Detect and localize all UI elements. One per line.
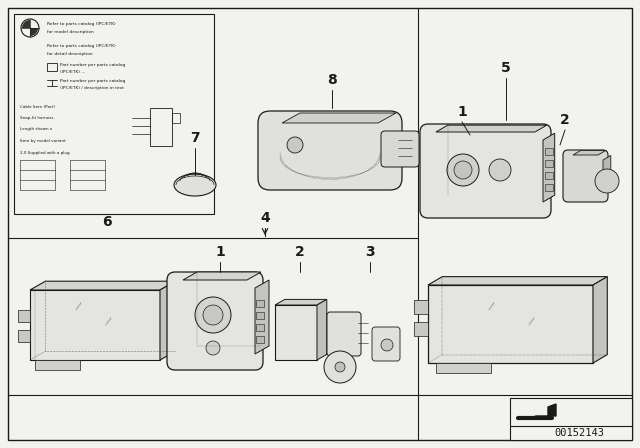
- Text: 3: 3: [365, 245, 375, 259]
- FancyBboxPatch shape: [167, 272, 263, 370]
- Bar: [150, 108, 172, 146]
- FancyBboxPatch shape: [420, 124, 551, 218]
- Polygon shape: [436, 125, 547, 132]
- Polygon shape: [255, 280, 269, 354]
- Polygon shape: [528, 404, 556, 419]
- Circle shape: [287, 137, 303, 153]
- Circle shape: [324, 351, 356, 383]
- Bar: [172, 113, 180, 123]
- Text: for model description: for model description: [47, 30, 93, 34]
- Text: 2: 2: [295, 245, 305, 259]
- Polygon shape: [30, 290, 160, 360]
- Text: 8: 8: [327, 73, 337, 87]
- Text: /: /: [528, 316, 534, 327]
- Polygon shape: [428, 276, 607, 285]
- Text: /: /: [105, 316, 111, 327]
- Polygon shape: [543, 133, 555, 202]
- Text: 2.0 Supplied with a plug: 2.0 Supplied with a plug: [20, 151, 70, 155]
- Text: Snap-fit harness: Snap-fit harness: [20, 116, 54, 120]
- Bar: [18, 310, 30, 322]
- Bar: [47, 63, 57, 71]
- Polygon shape: [160, 281, 175, 360]
- Text: 1: 1: [215, 245, 225, 259]
- Text: Refer to parts catalog (IPC/ETK): Refer to parts catalog (IPC/ETK): [47, 22, 116, 26]
- Bar: [14, 14, 214, 214]
- FancyBboxPatch shape: [372, 327, 400, 361]
- Text: Cable Item (Part): Cable Item (Part): [20, 105, 55, 109]
- Text: 2: 2: [560, 113, 570, 127]
- Bar: [256, 312, 264, 319]
- Bar: [545, 172, 553, 179]
- Text: 1: 1: [457, 105, 467, 119]
- Bar: [256, 336, 264, 343]
- Ellipse shape: [174, 174, 216, 196]
- Text: 4: 4: [260, 211, 270, 225]
- Bar: [545, 148, 553, 155]
- Text: /: /: [75, 302, 81, 312]
- Text: 6: 6: [102, 215, 112, 229]
- Text: 5: 5: [501, 61, 511, 75]
- Circle shape: [595, 169, 619, 193]
- Bar: [414, 322, 428, 336]
- Polygon shape: [183, 272, 261, 280]
- Polygon shape: [30, 281, 175, 290]
- Text: Length shown x: Length shown x: [20, 127, 52, 131]
- Text: 00152143: 00152143: [554, 428, 604, 438]
- Bar: [18, 330, 30, 342]
- Wedge shape: [22, 20, 30, 28]
- Circle shape: [195, 297, 231, 333]
- Bar: [256, 300, 264, 307]
- Polygon shape: [603, 155, 611, 192]
- Circle shape: [489, 159, 511, 181]
- FancyBboxPatch shape: [327, 312, 361, 356]
- Bar: [545, 184, 553, 191]
- Polygon shape: [573, 151, 606, 155]
- Polygon shape: [275, 305, 317, 360]
- Polygon shape: [282, 113, 396, 123]
- Polygon shape: [428, 285, 593, 363]
- FancyBboxPatch shape: [381, 131, 419, 167]
- FancyBboxPatch shape: [563, 150, 608, 202]
- Text: /: /: [488, 302, 495, 312]
- Bar: [545, 160, 553, 167]
- Bar: [256, 324, 264, 331]
- Circle shape: [206, 341, 220, 355]
- Text: 7: 7: [190, 131, 200, 145]
- Circle shape: [203, 305, 223, 325]
- Polygon shape: [317, 299, 327, 360]
- Bar: [436, 363, 491, 373]
- Text: for detail description: for detail description: [47, 52, 93, 56]
- Circle shape: [454, 161, 472, 179]
- FancyBboxPatch shape: [258, 111, 402, 190]
- Text: Part number per parts catalog: Part number per parts catalog: [60, 79, 125, 83]
- Text: Refer to parts catalog (IPC/ETK): Refer to parts catalog (IPC/ETK): [47, 44, 116, 48]
- Bar: [510, 398, 632, 440]
- Text: (IPC/ETK) / description in text: (IPC/ETK) / description in text: [60, 86, 124, 90]
- Polygon shape: [593, 276, 607, 363]
- Text: Item by model variant: Item by model variant: [20, 139, 66, 143]
- Circle shape: [335, 362, 345, 372]
- Wedge shape: [30, 28, 38, 36]
- Circle shape: [447, 154, 479, 186]
- Text: Part number per parts catalog: Part number per parts catalog: [60, 63, 125, 67]
- Text: (IPC/ETK) ...: (IPC/ETK) ...: [60, 70, 85, 74]
- Bar: [414, 300, 428, 314]
- Circle shape: [381, 339, 393, 351]
- Bar: [35, 360, 80, 370]
- Polygon shape: [275, 299, 327, 305]
